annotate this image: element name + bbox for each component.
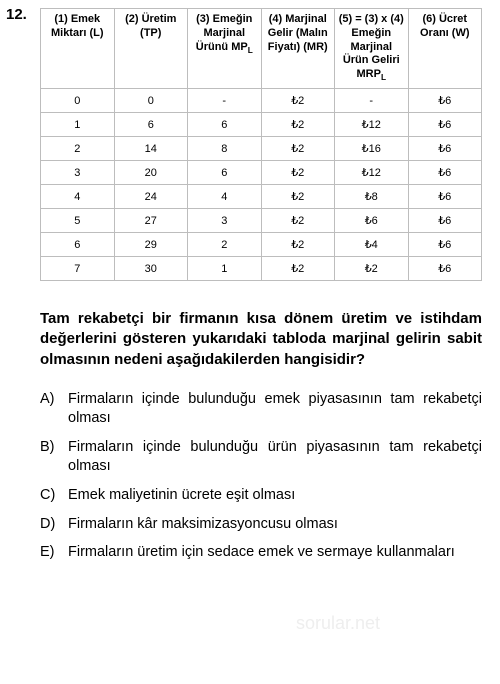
question-content: (1) Emek Miktarı (L) (2) Üretim (TP) (3)… — [40, 8, 482, 563]
question-text: Tam rekabetçi bir firmanın kısa dönem ür… — [40, 309, 482, 370]
table-body: 00-₺2-₺6 166₺2₺12₺6 2148₺2₺16₺6 3206₺2₺1… — [41, 89, 482, 281]
cell: 7 — [41, 257, 115, 281]
col-header-5: (5) = (3) x (4) Emeğin Marjinal Ürün Gel… — [335, 9, 409, 89]
col-header-4: (4) Marjinal Gelir (Malın Fiyatı) (MR) — [261, 9, 335, 89]
cell: ₺6 — [408, 161, 482, 185]
cell: ₺2 — [261, 257, 335, 281]
cell: ₺2 — [261, 113, 335, 137]
cell: 6 — [41, 233, 115, 257]
cell: 20 — [114, 161, 188, 185]
table-row: 166₺2₺12₺6 — [41, 113, 482, 137]
col-header-1: (1) Emek Miktarı (L) — [41, 9, 115, 89]
cell: 6 — [114, 113, 188, 137]
cell: 1 — [188, 257, 262, 281]
option-text: Emek maliyetinin ücrete eşit olması — [68, 486, 482, 506]
cell: 8 — [188, 137, 262, 161]
cell: ₺2 — [261, 161, 335, 185]
option-letter: B) — [40, 438, 68, 477]
cell: 4 — [188, 185, 262, 209]
cell: ₺12 — [335, 161, 409, 185]
table-row: 5273₺2₺6₺6 — [41, 209, 482, 233]
cell: - — [188, 89, 262, 113]
cell: ₺8 — [335, 185, 409, 209]
cell: ₺6 — [408, 257, 482, 281]
cell: ₺6 — [408, 89, 482, 113]
col-header-6: (6) Ücret Oranı (W) — [408, 9, 482, 89]
cell: 2 — [41, 137, 115, 161]
cell: 4 — [41, 185, 115, 209]
cell: 30 — [114, 257, 188, 281]
cell: ₺6 — [408, 209, 482, 233]
cell: 5 — [41, 209, 115, 233]
cell: ₺6 — [335, 209, 409, 233]
cell: 6 — [188, 113, 262, 137]
col-header-3: (3) Emeğin Marjinal Ürünü MPL — [188, 9, 262, 89]
cell: 1 — [41, 113, 115, 137]
option-d[interactable]: D) Firmaların kâr maksimizasyoncusu olma… — [40, 515, 482, 535]
cell: ₺16 — [335, 137, 409, 161]
option-c[interactable]: C) Emek maliyetinin ücrete eşit olması — [40, 486, 482, 506]
cell: 0 — [41, 89, 115, 113]
table-row: 3206₺2₺12₺6 — [41, 161, 482, 185]
table-row: 6292₺2₺4₺6 — [41, 233, 482, 257]
cell: 3 — [188, 209, 262, 233]
cell: 6 — [188, 161, 262, 185]
table-row: 2148₺2₺16₺6 — [41, 137, 482, 161]
options-list: A) Firmaların içinde bulunduğu emek piya… — [40, 390, 482, 563]
table-row: 4244₺2₺8₺6 — [41, 185, 482, 209]
option-text: Firmaların üretim için sedace emek ve se… — [68, 543, 482, 563]
cell: ₺6 — [408, 233, 482, 257]
option-e[interactable]: E) Firmaların üretim için sedace emek ve… — [40, 543, 482, 563]
table-header-row: (1) Emek Miktarı (L) (2) Üretim (TP) (3)… — [41, 9, 482, 89]
table-row: 00-₺2-₺6 — [41, 89, 482, 113]
watermark: sorular.net — [296, 613, 380, 634]
table-row: 7301₺2₺2₺6 — [41, 257, 482, 281]
cell: 0 — [114, 89, 188, 113]
cell: 24 — [114, 185, 188, 209]
option-text: Firmaların içinde bulunduğu ürün piyasas… — [68, 438, 482, 477]
option-letter: E) — [40, 543, 68, 563]
cell: 3 — [41, 161, 115, 185]
cell: 29 — [114, 233, 188, 257]
cell: ₺2 — [261, 137, 335, 161]
cell: 27 — [114, 209, 188, 233]
cell: ₺12 — [335, 113, 409, 137]
option-b[interactable]: B) Firmaların içinde bulunduğu ürün piya… — [40, 438, 482, 477]
cell: ₺6 — [408, 185, 482, 209]
option-text: Firmaların içinde bulunduğu emek piyasas… — [68, 390, 482, 429]
cell: 14 — [114, 137, 188, 161]
option-text: Firmaların kâr maksimizasyoncusu olması — [68, 515, 482, 535]
data-table: (1) Emek Miktarı (L) (2) Üretim (TP) (3)… — [40, 8, 482, 281]
option-a[interactable]: A) Firmaların içinde bulunduğu emek piya… — [40, 390, 482, 429]
option-letter: D) — [40, 515, 68, 535]
cell: - — [335, 89, 409, 113]
cell: ₺2 — [261, 233, 335, 257]
cell: ₺6 — [408, 113, 482, 137]
option-letter: C) — [40, 486, 68, 506]
cell: ₺6 — [408, 137, 482, 161]
col-header-2: (2) Üretim (TP) — [114, 9, 188, 89]
cell: 2 — [188, 233, 262, 257]
cell: ₺4 — [335, 233, 409, 257]
cell: ₺2 — [261, 209, 335, 233]
cell: ₺2 — [261, 89, 335, 113]
question-number: 12. — [6, 6, 27, 23]
cell: ₺2 — [261, 185, 335, 209]
cell: ₺2 — [335, 257, 409, 281]
option-letter: A) — [40, 390, 68, 429]
